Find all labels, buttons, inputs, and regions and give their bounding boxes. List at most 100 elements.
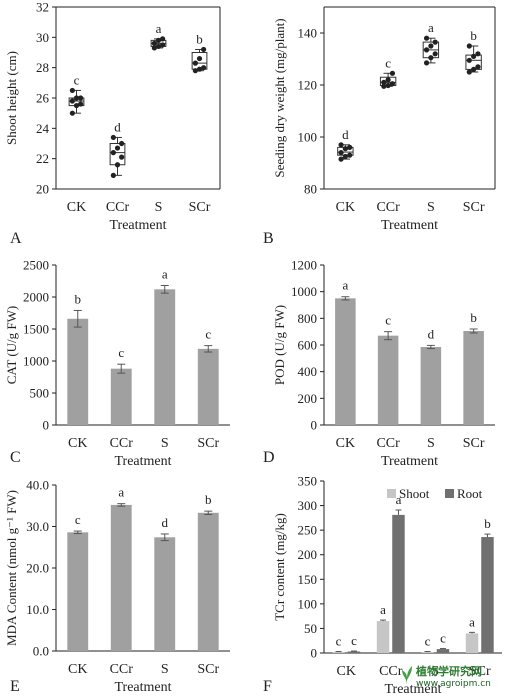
watermark-url: www.agroipm.cn bbox=[416, 679, 491, 689]
x-category-label: CCr bbox=[110, 662, 134, 677]
y-axis-title: MDA Content (nmol g⁻¹ FW) bbox=[4, 490, 19, 646]
y-axis-title: POD (U/g FW) bbox=[272, 305, 287, 385]
data-point bbox=[69, 98, 75, 104]
y-tick-label: 50 bbox=[304, 621, 317, 636]
significance-letter: d bbox=[428, 326, 435, 341]
data-point bbox=[151, 40, 157, 47]
legend-swatch bbox=[445, 489, 454, 498]
significance-letter: d bbox=[162, 515, 169, 530]
significance-letter: b bbox=[205, 492, 212, 507]
x-category-label: CCr bbox=[106, 200, 130, 215]
data-point bbox=[342, 153, 348, 160]
x-category-label: SCr bbox=[463, 436, 485, 451]
x-axis-title: Treatment bbox=[381, 454, 438, 469]
data-point bbox=[110, 134, 116, 141]
y-tick-label: 1000 bbox=[23, 354, 49, 369]
y-tick-label: 32 bbox=[36, 0, 49, 15]
data-point bbox=[342, 146, 348, 152]
x-category-label: SCr bbox=[469, 664, 491, 679]
significance-letter: b bbox=[470, 28, 477, 43]
bar bbox=[154, 537, 176, 651]
data-point bbox=[69, 110, 75, 116]
x-axis-title: Treatment bbox=[109, 218, 166, 233]
significance-letter: c bbox=[440, 631, 446, 646]
data-point bbox=[466, 57, 472, 63]
legend-label: Root bbox=[457, 486, 483, 501]
y-tick-label: 30 bbox=[36, 30, 49, 45]
x-axis-title: Treatment bbox=[114, 680, 171, 695]
y-tick-label: 400 bbox=[298, 364, 318, 379]
y-tick-label: 1500 bbox=[23, 322, 49, 337]
bar-shoot bbox=[465, 633, 479, 653]
panel-letter: F bbox=[263, 678, 272, 695]
data-point bbox=[389, 81, 396, 87]
significance-letter: c bbox=[74, 72, 80, 87]
data-point bbox=[389, 70, 396, 76]
data-point bbox=[381, 79, 387, 85]
significance-letter: a bbox=[396, 492, 402, 507]
data-point bbox=[196, 55, 203, 62]
significance-letter: c bbox=[75, 512, 81, 527]
y-axis-title: Seeding dry weight (mg/plant) bbox=[272, 18, 287, 177]
bar bbox=[67, 532, 89, 651]
y-tick-label: 600 bbox=[298, 338, 318, 353]
y-tick-label: 0 bbox=[311, 418, 318, 433]
data-point bbox=[155, 43, 162, 50]
y-axis-title: Shoot height (cm) bbox=[4, 51, 19, 145]
y-tick-label: 200 bbox=[298, 391, 318, 406]
y-tick-label: 0 bbox=[43, 418, 50, 433]
legend-swatch bbox=[387, 489, 396, 498]
data-point bbox=[475, 64, 481, 70]
x-category-label: S bbox=[427, 436, 435, 451]
data-point bbox=[385, 82, 391, 89]
y-axis-title: CAT (U/g FW) bbox=[4, 306, 19, 384]
y-tick-label: 20 bbox=[36, 182, 49, 197]
x-category-label: SCr bbox=[197, 436, 219, 451]
x-axis-title: Treatment bbox=[381, 218, 438, 233]
data-point bbox=[423, 47, 430, 53]
leaf-logo-icon bbox=[402, 666, 412, 685]
data-point bbox=[151, 45, 157, 51]
bar-shoot bbox=[421, 652, 434, 653]
x-category-label: SCr bbox=[197, 662, 219, 677]
data-point bbox=[428, 43, 434, 49]
y-tick-label: 100 bbox=[298, 130, 318, 145]
significance-letter: c bbox=[118, 345, 124, 360]
significance-letter: a bbox=[156, 21, 162, 36]
y-tick-label: 10.0 bbox=[26, 602, 49, 617]
data-point bbox=[119, 140, 125, 147]
y-tick-label: 24 bbox=[36, 121, 50, 136]
x-category-label: S bbox=[431, 664, 439, 679]
x-category-label: CCr bbox=[376, 436, 400, 451]
significance-letter: c bbox=[385, 313, 391, 328]
significance-letter: a bbox=[428, 20, 434, 35]
x-category-label: S bbox=[427, 200, 435, 215]
significance-letter: b bbox=[196, 31, 203, 46]
data-point bbox=[155, 37, 162, 43]
data-point bbox=[432, 51, 438, 57]
bar bbox=[110, 368, 132, 425]
data-point bbox=[338, 142, 344, 148]
significance-letter: d bbox=[342, 127, 349, 142]
data-point bbox=[347, 152, 353, 158]
data-point bbox=[471, 53, 477, 60]
bar bbox=[67, 318, 89, 425]
y-tick-label: 150 bbox=[298, 572, 318, 587]
data-point bbox=[110, 150, 116, 156]
y-tick-label: 120 bbox=[298, 78, 318, 93]
y-tick-label: 1200 bbox=[291, 258, 317, 273]
data-point bbox=[432, 39, 438, 45]
data-point bbox=[201, 65, 207, 71]
significance-letter: c bbox=[425, 634, 431, 649]
data-point bbox=[338, 150, 344, 156]
y-tick-label: 300 bbox=[298, 498, 318, 513]
y-tick-label: 100 bbox=[298, 596, 318, 611]
y-tick-label: 800 bbox=[298, 311, 318, 326]
significance-letter: a bbox=[342, 278, 348, 293]
bar-shoot bbox=[376, 621, 390, 653]
y-tick-label: 26 bbox=[36, 91, 50, 106]
y-tick-label: 30.0 bbox=[26, 519, 49, 534]
panel-letter: A bbox=[10, 230, 22, 247]
y-tick-label: 80 bbox=[304, 182, 317, 197]
bar-shoot bbox=[332, 652, 345, 653]
